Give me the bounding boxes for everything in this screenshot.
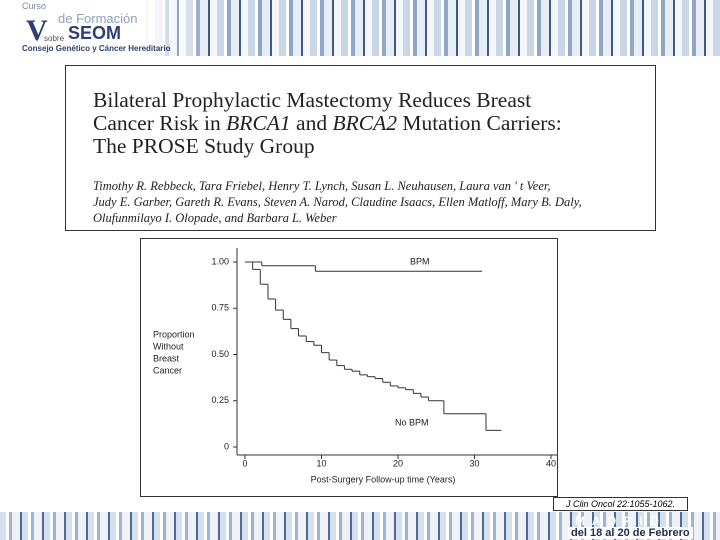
footer-dates: del 18 al 20 de Febrero	[568, 527, 693, 539]
title-segment: Bilateral Prophylactic Mastectomy Reduce…	[93, 88, 532, 112]
author-line: Timothy R. Rebbeck, Tara Friebel, Henry …	[93, 179, 551, 193]
logo-org: SEOM	[68, 23, 122, 43]
series-label: BPM	[410, 256, 430, 266]
author-line: Olufunmilayo I. Olopade, and Barbara L. …	[93, 211, 337, 225]
title-line: Bilateral Prophylactic Mastectomy Reduce…	[93, 89, 562, 112]
paper-authors: Timothy R. Rebbeck, Tara Friebel, Henry …	[93, 178, 582, 226]
y-tick-label: 0.75	[211, 303, 229, 313]
y-axis-label: Without	[153, 341, 184, 351]
series-label: No BPM	[395, 417, 429, 427]
title-segment: and	[290, 111, 333, 135]
chart: 0 0.25 0.50 0.75 1.00 0 10 20 30 40 Post-Surgery F…	[140, 238, 558, 497]
title-line: The PROSE Study Group	[93, 135, 562, 158]
title-segment: The PROSE Study Group	[93, 134, 315, 158]
y-tick-label: 1.00	[211, 256, 229, 266]
y-tick-label: 0.50	[211, 349, 229, 359]
x-tick-label: 40	[546, 458, 556, 468]
citation: J Clin Oncol 22:1055-1062.	[553, 497, 688, 511]
x-tick-label: 30	[469, 458, 479, 468]
y-tick-label: 0.25	[211, 395, 229, 405]
logo-subtitle: Consejo Genético y Cáncer Hereditario	[22, 44, 171, 53]
x-tick-label: 0	[242, 458, 247, 468]
title-segment: Cancer Risk in	[93, 111, 227, 135]
logo-top: Curso	[22, 1, 47, 11]
footer-city: M A D R I D	[575, 514, 661, 528]
paper-title: Bilateral Prophylactic Mastectomy Reduce…	[93, 89, 562, 158]
title-segment: BRCA1	[226, 111, 291, 135]
title-line: Cancer Risk in BRCA1 and BRCA2 Mutation …	[93, 112, 562, 135]
author-line: Judy E. Garber, Gareth R. Evans, Steven …	[93, 195, 582, 209]
y-axis-label: Cancer	[153, 365, 182, 375]
title-segment: Mutation Carriers:	[396, 111, 562, 135]
chart-frame	[140, 238, 558, 497]
y-tick-label: 0	[224, 441, 229, 451]
title-segment: BRCA2	[332, 111, 397, 135]
logo: Curso V de Formación sobre SEOM Consejo …	[0, 0, 205, 56]
x-tick-label: 20	[393, 458, 403, 468]
x-tick-label: 10	[316, 458, 326, 468]
y-axis-label: Proportion	[153, 329, 195, 339]
y-axis-label: Breast	[153, 353, 180, 363]
logo-course: de Formación	[58, 11, 138, 26]
logo-mark: V	[26, 14, 48, 47]
x-axis-label: Post-Surgery Follow-up time (Years)	[311, 474, 456, 484]
logo-sobre: sobre	[44, 34, 65, 43]
paper-header: Bilateral Prophylactic Mastectomy Reduce…	[65, 65, 656, 231]
